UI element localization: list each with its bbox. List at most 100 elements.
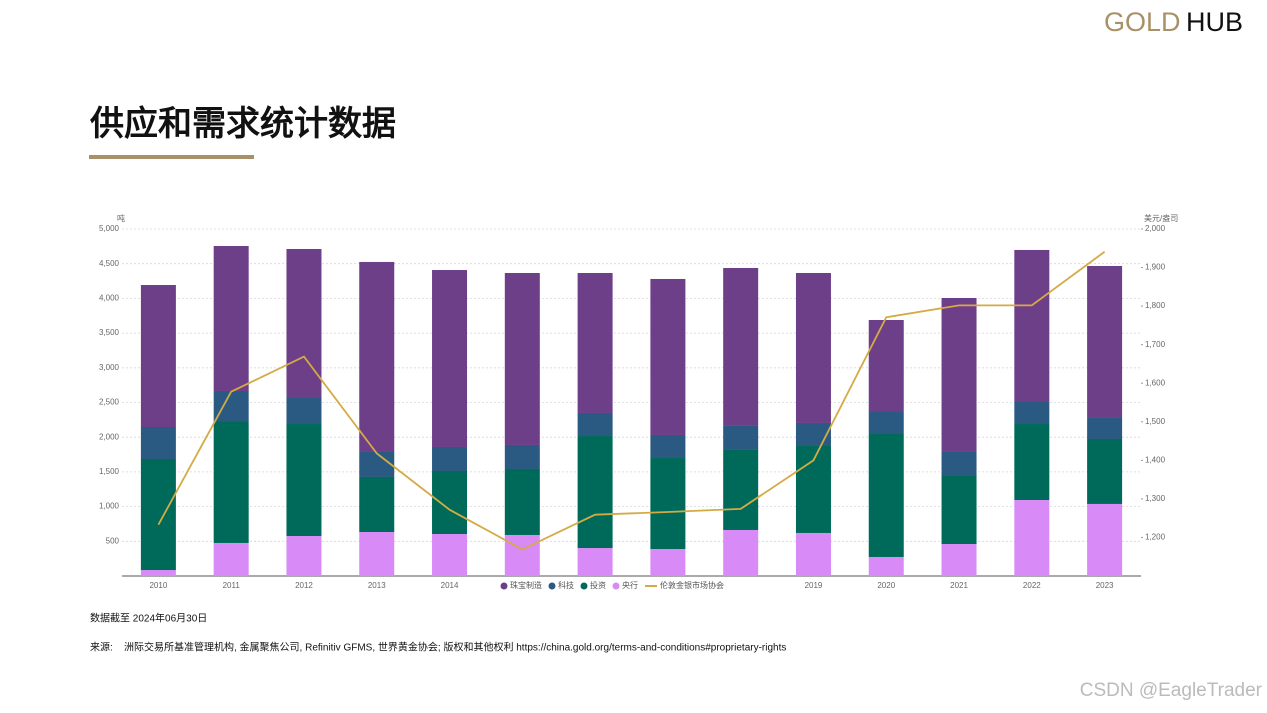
- bar-segment: [504, 534, 540, 576]
- bar-segment: [213, 390, 249, 422]
- y-tick-label: 4,000: [99, 294, 120, 303]
- bar-segment: [140, 426, 176, 459]
- legend-swatch: [612, 582, 620, 590]
- y-tick-label: 2,000: [99, 432, 120, 441]
- bar-segment: [286, 397, 322, 425]
- x-tick-label: 2010: [149, 581, 167, 590]
- bar-segment: [1087, 417, 1123, 440]
- y2-tick-label: 2,000: [1145, 224, 1166, 233]
- y2-tick-label: 1,300: [1145, 494, 1166, 503]
- bar-segment: [504, 272, 540, 445]
- legend-label: 科技: [558, 580, 574, 590]
- bar-segment: [795, 272, 831, 423]
- bar-segment: [1014, 424, 1050, 501]
- y-tick-label: 1,500: [99, 467, 120, 476]
- bar-segment: [359, 532, 395, 576]
- y-tick-label: 2,500: [99, 398, 120, 407]
- bar-segment: [140, 570, 176, 576]
- legend-label: 珠宝制造: [510, 580, 542, 590]
- bar-segment: [650, 458, 686, 550]
- x-tick-label: 2012: [295, 581, 313, 590]
- legend-label: 央行: [622, 580, 638, 590]
- source: 洲际交易所基准管理机构, 金属聚焦公司, Refinitiv GFMS, 世界黄…: [124, 641, 786, 654]
- bar-segment: [941, 475, 977, 545]
- bar-segment: [723, 268, 759, 426]
- y-tick-label: 1,000: [99, 502, 120, 511]
- bar-segment: [432, 470, 468, 535]
- bar-segment: [1014, 402, 1050, 425]
- y2-tick-label: 1,500: [1145, 417, 1166, 426]
- legend-swatch: [500, 582, 508, 590]
- x-tick-label: 2019: [805, 581, 823, 590]
- bar-segment: [650, 434, 686, 459]
- bar-segment: [941, 297, 977, 452]
- bar-segment: [577, 548, 613, 576]
- x-tick-label: 2020: [877, 581, 895, 590]
- x-tick-label: 2011: [223, 581, 241, 590]
- bar-segment: [577, 412, 613, 437]
- title-underline: [89, 155, 254, 159]
- y-tick-label: 5,000: [99, 224, 120, 233]
- legend-swatch: [548, 582, 556, 590]
- legend-label: 投资: [590, 580, 606, 590]
- y2-tick-label: 1,600: [1145, 378, 1166, 387]
- source-label: 来源:: [90, 641, 113, 654]
- footnote: 数据截至 2024年06月30日: [90, 612, 207, 625]
- y2-tick-label: 1,700: [1145, 340, 1166, 349]
- legend-swatch: [580, 582, 588, 590]
- bar-segment: [359, 261, 395, 452]
- line-series: [157, 251, 1106, 551]
- bar-segment: [359, 451, 395, 477]
- x-tick-label: 2021: [950, 581, 968, 590]
- y2-axis-label: 美元/盎司: [1144, 213, 1178, 223]
- bar-segment: [577, 272, 613, 413]
- bar-segment: [1087, 265, 1123, 418]
- bar-segment: [941, 544, 977, 576]
- bar-segment: [1087, 503, 1123, 576]
- x-tick-label: 2014: [441, 581, 459, 590]
- bar-segment: [650, 549, 686, 576]
- bar-segment: [213, 246, 249, 391]
- y2-tick-label: 1,800: [1145, 301, 1166, 310]
- x-tick-label: 2013: [368, 581, 386, 590]
- bar-segment: [868, 556, 904, 576]
- x-tick-label: 2022: [1023, 581, 1041, 590]
- logo-gold: GOLD: [1104, 7, 1181, 37]
- legend-label: 伦敦金银市场协会: [660, 580, 724, 590]
- bar-segment: [286, 536, 322, 576]
- bar-segment: [140, 285, 176, 427]
- bar-segment: [723, 449, 759, 530]
- y2-tick-label: 1,900: [1145, 263, 1166, 272]
- bar-segment: [286, 424, 322, 537]
- bar-segment: [359, 476, 395, 533]
- bar-segment: [795, 422, 831, 447]
- bar-segment: [1087, 439, 1123, 504]
- y-tick-label: 500: [106, 536, 120, 545]
- bar-segment: [213, 421, 249, 543]
- bar-segment: [868, 319, 904, 413]
- bar-segment: [432, 446, 468, 471]
- y-tick-label: 3,000: [99, 363, 120, 372]
- watermark: CSDN @EagleTrader: [1080, 680, 1263, 701]
- bar-segment: [1014, 249, 1050, 403]
- bar-segment: [504, 444, 540, 469]
- bar-segment: [213, 542, 249, 576]
- bar-segment: [286, 248, 322, 398]
- y2-tick-label: 1,400: [1145, 455, 1166, 464]
- bar-segment: [723, 529, 759, 576]
- bar-segment: [504, 468, 540, 535]
- bar-segment: [795, 532, 831, 576]
- logo-hub: HUB: [1186, 7, 1243, 37]
- bar-segment: [140, 458, 176, 571]
- bar-segment: [868, 434, 904, 557]
- bar-segment: [577, 436, 613, 549]
- x-tick-label: 2023: [1096, 581, 1114, 590]
- y-axis-label: 吨: [117, 213, 125, 223]
- bar-segment: [723, 425, 759, 450]
- y2-tick-label: 1,200: [1145, 533, 1166, 542]
- bar-segment: [868, 412, 904, 435]
- bar-segment: [650, 278, 686, 435]
- bar-segment: [1014, 500, 1050, 576]
